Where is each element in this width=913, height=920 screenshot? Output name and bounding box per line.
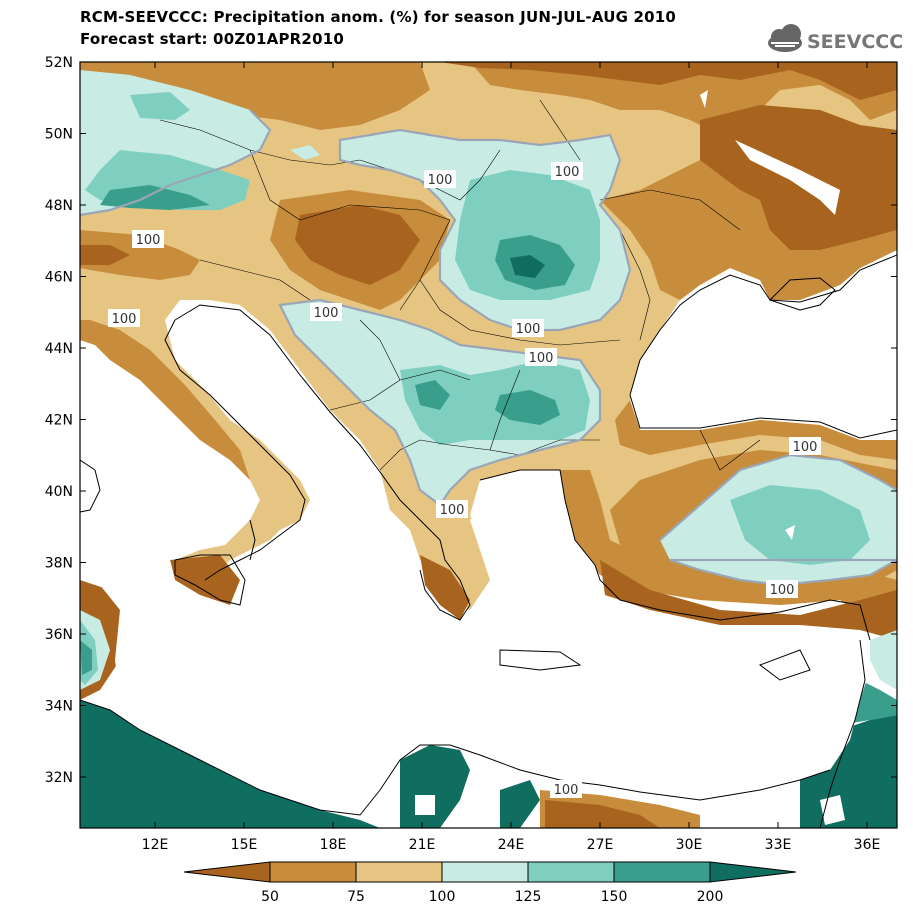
lon-label: 15E xyxy=(231,837,258,853)
contour-label-bg xyxy=(512,319,544,337)
colorbar-swatch xyxy=(527,861,615,883)
colorbar-tick-label: 150 xyxy=(601,889,628,905)
colorbar-swatch xyxy=(355,861,443,883)
contour-label: 100 xyxy=(516,322,541,337)
colorbar-tick-label: 100 xyxy=(429,889,456,905)
longitude-labels: 12E 15E 18E 21E 24E 27E 30E 33E 36E xyxy=(142,837,881,853)
forecast-start-subtitle: Forecast start: 00Z01APR2010 xyxy=(80,30,344,48)
contour-label-bg xyxy=(551,162,583,180)
lat-label: 46N xyxy=(45,270,73,286)
seevccc-logo: SEEVCCC xyxy=(768,24,903,53)
contour-label: 100 xyxy=(440,503,465,518)
colorbar-swatch xyxy=(613,861,711,883)
contour-label-bg xyxy=(550,780,582,798)
colorbar-swatch xyxy=(441,861,529,883)
map-frame xyxy=(79,61,898,829)
contour-label: 100 xyxy=(112,312,137,327)
contour-label-bg xyxy=(766,580,798,598)
lon-label: 36E xyxy=(854,837,881,853)
lon-label: 12E xyxy=(142,837,169,853)
sea-areas xyxy=(80,255,897,800)
anomaly-125-150 xyxy=(80,92,870,685)
lon-label: 33E xyxy=(765,837,792,853)
contour-label-bg xyxy=(108,309,140,327)
contour-label: 100 xyxy=(136,233,161,248)
contour-label: 100 xyxy=(428,173,453,188)
contour-label-bg xyxy=(789,437,821,455)
contour-label: 100 xyxy=(554,783,579,798)
lon-label: 30E xyxy=(676,837,703,853)
colorbar-tick-label: 75 xyxy=(347,889,365,905)
contour-label: 100 xyxy=(793,440,818,455)
map-field xyxy=(80,62,897,828)
lat-label: 32N xyxy=(45,770,73,786)
lon-label: 21E xyxy=(409,837,436,853)
lat-label: 38N xyxy=(45,556,73,572)
colorbar-swatch xyxy=(709,861,797,883)
colorbar-tick-label: 125 xyxy=(515,889,542,905)
lat-label: 52N xyxy=(45,55,73,71)
lon-label: 18E xyxy=(320,837,347,853)
contour-label-bg xyxy=(310,303,342,321)
contour-label: 100 xyxy=(529,351,554,366)
contour-label-bg xyxy=(424,170,456,188)
lon-label: 27E xyxy=(587,837,614,853)
logo-text: SEEVCCC xyxy=(807,31,903,53)
colorbar-swatch xyxy=(269,861,357,883)
lat-label: 42N xyxy=(45,413,73,429)
lat-label: 36N xyxy=(45,627,73,643)
colorbar: 50 75 100 125 150 200 xyxy=(183,861,797,905)
lat-label: 40N xyxy=(45,484,73,500)
lat-label: 50N xyxy=(45,127,73,143)
lat-label: 48N xyxy=(45,198,73,214)
lat-label: 34N xyxy=(45,699,73,715)
contour-label-bg xyxy=(525,348,557,366)
contour-label-bg xyxy=(132,230,164,248)
lon-label: 24E xyxy=(498,837,525,853)
contour-label: 100 xyxy=(770,583,795,598)
contour-labels: 100 100 100 100 100 100 100 100 100 100 100 xyxy=(108,162,821,798)
contour-label: 100 xyxy=(314,306,339,321)
contour-label-bg xyxy=(436,500,468,518)
coastlines xyxy=(80,254,897,828)
colorbar-tick-label: 50 xyxy=(261,889,279,905)
contour-label: 100 xyxy=(555,165,580,180)
map-title: RCM-SEEVCCC: Precipitation anom. (%) for… xyxy=(80,8,677,26)
colorbar-swatch xyxy=(183,861,271,883)
lat-label: 44N xyxy=(45,341,73,357)
latitude-labels: 52N 50N 48N 46N 44N 42N 40N 38N 36N 34N 32N xyxy=(45,55,73,786)
cloud-icon xyxy=(768,24,802,52)
axis-ticks xyxy=(80,61,897,828)
colorbar-tick-label: 200 xyxy=(697,889,724,905)
